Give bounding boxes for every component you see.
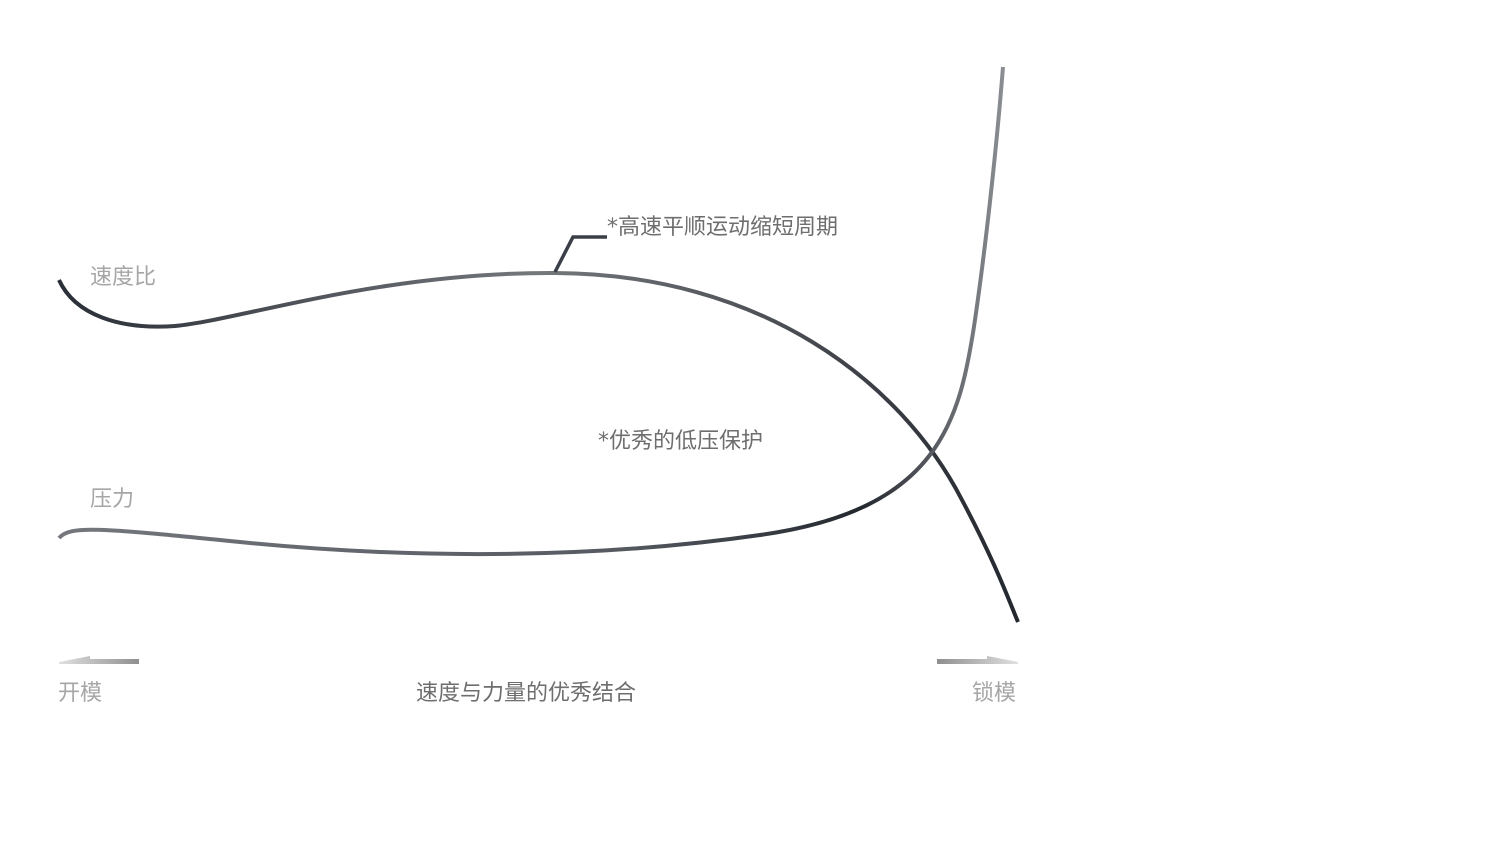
high-speed-note: *高速平顺运动缩短周期 — [607, 215, 838, 240]
lock-mold-label: 锁模 — [972, 681, 1016, 706]
center-caption: 速度与力量的优秀结合 — [416, 681, 636, 706]
high-speed-leader — [553, 235, 607, 273]
pressure-curve — [57, 66, 1005, 557]
lock-mold-arrow-icon — [937, 656, 1018, 664]
speed-ratio-curve — [57, 270, 1020, 623]
low-pressure-note: *优秀的低压保护 — [598, 429, 763, 454]
open-mold-label: 开模 — [58, 681, 102, 706]
speed-ratio-label: 速度比 — [90, 265, 156, 290]
pressure-label: 压力 — [90, 487, 134, 512]
open-mold-arrow-icon — [59, 656, 139, 664]
